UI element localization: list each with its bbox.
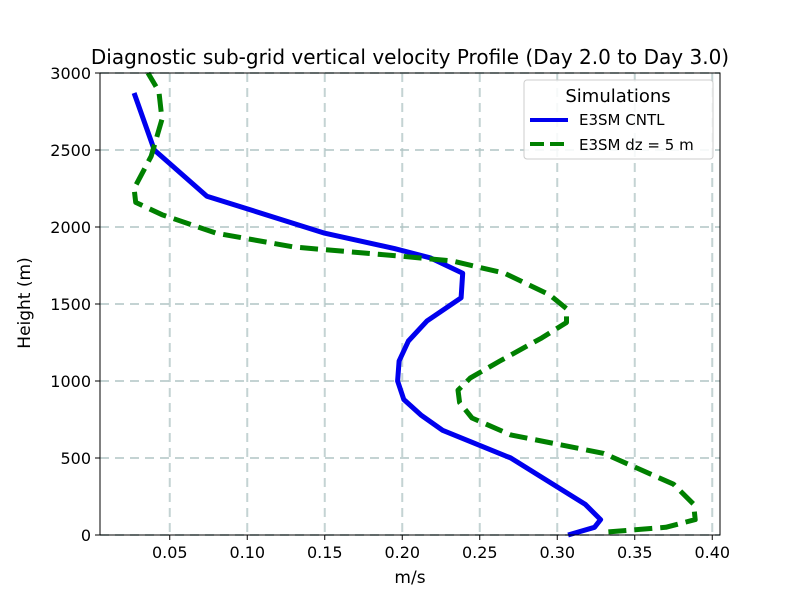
y-tick-label: 2000: [50, 218, 91, 237]
x-axis: 0.05 0.10 0.15 0.20 0.25 0.30 0.35 0.40: [152, 535, 730, 562]
x-tick-label: 0.25: [462, 543, 498, 562]
series-line-cntl: [131, 92, 604, 538]
chart-title: Diagnostic sub-grid vertical velocity Pr…: [91, 45, 729, 69]
y-tick-label: 1000: [50, 372, 91, 391]
y-tick-label: 500: [60, 449, 91, 468]
x-tick-label: 0.15: [307, 543, 343, 562]
y-tick-label: 1500: [50, 295, 91, 314]
legend-label-cntl: E3SM CNTL: [579, 111, 665, 129]
y-tick-label: 0: [81, 526, 91, 545]
legend-box: [523, 79, 714, 160]
legend: Simulations E3SM CNTL E3SM dz = 5 m: [523, 79, 714, 160]
y-axis: 0 500 1000 1500 2000 2500 3000: [50, 64, 100, 545]
legend-label-dz5: E3SM dz = 5 m: [579, 136, 694, 154]
x-tick-label: 0.40: [694, 543, 730, 562]
series-layer: [131, 71, 698, 538]
x-tick-label: 0.20: [384, 543, 420, 562]
x-tick-label: 0.30: [539, 543, 575, 562]
y-tick-label: 2500: [50, 141, 91, 160]
x-tick-label: 0.35: [617, 543, 653, 562]
x-axis-title: m/s: [394, 568, 425, 588]
x-tick-label: 0.05: [152, 543, 188, 562]
y-axis-title: Height (m): [15, 257, 35, 348]
legend-title: Simulations: [565, 86, 670, 107]
series-line-dz5: [131, 71, 698, 535]
y-tick-label: 3000: [50, 64, 91, 83]
x-tick-label: 0.10: [229, 543, 265, 562]
